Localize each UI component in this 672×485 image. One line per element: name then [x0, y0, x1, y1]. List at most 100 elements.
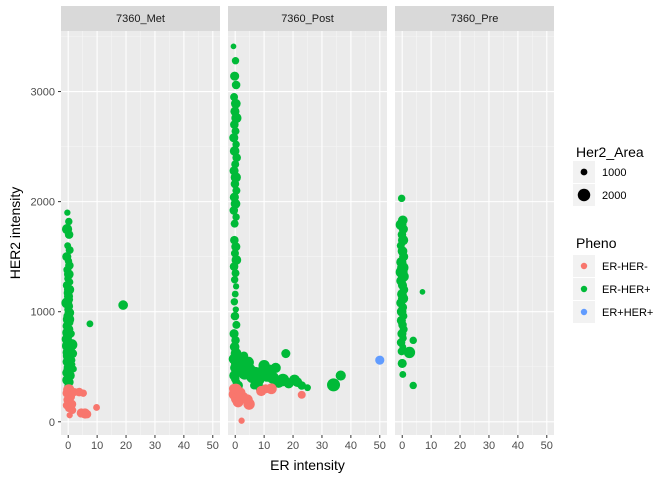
data-point [230, 71, 240, 81]
data-point [265, 383, 277, 395]
data-point [230, 172, 241, 183]
data-point [397, 358, 407, 368]
data-point [297, 390, 306, 399]
data-point [409, 336, 417, 345]
data-point [82, 409, 92, 419]
x-tick-label: 0 [232, 440, 238, 452]
data-point [399, 371, 407, 378]
data-point [230, 298, 239, 306]
data-point [230, 43, 237, 50]
data-point [231, 160, 240, 169]
x-axis-title: ER intensity [270, 457, 345, 473]
data-point [93, 404, 100, 411]
size-legend-symbol [580, 168, 588, 176]
data-point [243, 398, 255, 410]
data-point [229, 133, 239, 143]
facet-strip-label: 7360_Pre [451, 13, 499, 25]
data-point [232, 153, 241, 162]
data-point [230, 120, 239, 129]
facet-strip-label: 7360_Met [116, 13, 165, 25]
x-tick-label: 20 [120, 440, 132, 452]
data-point [68, 348, 78, 359]
data-point [297, 381, 306, 390]
data-point [65, 246, 74, 255]
y-tick-label: 0 [49, 417, 55, 429]
y-tick-label: 2000 [31, 197, 55, 209]
data-point [230, 276, 239, 284]
x-tick-label: 40 [178, 440, 190, 452]
data-point [229, 206, 239, 215]
data-point [65, 217, 73, 226]
x-tick-label: 0 [65, 440, 71, 452]
x-tick-label: 40 [512, 440, 524, 452]
size-legend-label: 2000 [602, 190, 626, 202]
facet-strip [228, 6, 387, 31]
data-point [231, 127, 240, 136]
color-legend-label: ER-HER- [602, 261, 648, 273]
facet-strip-label: 7360_Post [281, 13, 334, 25]
data-point [335, 370, 346, 381]
x-tick-label: 20 [287, 440, 299, 452]
y-tick-label: 1000 [31, 307, 55, 319]
color-legend-title: Pheno [576, 235, 617, 251]
x-tick-label: 0 [399, 440, 405, 452]
data-point [270, 362, 281, 373]
x-tick-label: 50 [374, 440, 386, 452]
data-point [231, 57, 240, 65]
y-tick-label: 3000 [31, 87, 55, 99]
x-tick-label: 30 [316, 440, 328, 452]
data-point [231, 242, 241, 252]
data-point [231, 80, 241, 90]
data-point [397, 347, 406, 356]
data-point [66, 412, 73, 419]
data-point [79, 389, 87, 397]
x-tick-label: 50 [541, 440, 553, 452]
data-point [232, 306, 239, 313]
x-tick-label: 30 [483, 440, 495, 452]
x-tick-label: 40 [345, 440, 357, 452]
data-point [230, 179, 240, 189]
data-point [228, 383, 239, 394]
color-legend-label: ER+HER+ [602, 307, 653, 319]
data-point [409, 381, 417, 390]
color-legend-symbol [580, 308, 588, 316]
x-tick-label: 10 [425, 440, 437, 452]
data-point [231, 269, 240, 278]
data-point [64, 209, 71, 216]
data-point [281, 348, 291, 359]
data-point [326, 378, 341, 392]
data-point [403, 346, 416, 359]
data-point [239, 392, 249, 401]
data-point [69, 361, 76, 368]
data-point [232, 213, 240, 221]
size-legend-title: Her2_Area [576, 144, 644, 160]
y-axis-title: HER2 intensity [7, 187, 23, 280]
data-point [230, 219, 239, 228]
x-tick-label: 50 [207, 440, 219, 452]
x-tick-label: 10 [91, 440, 103, 452]
data-point [419, 289, 426, 295]
data-point [304, 384, 311, 392]
color-legend-label: ER-HER+ [602, 284, 651, 296]
data-point [230, 98, 241, 109]
size-legend-label: 1000 [602, 167, 626, 179]
x-tick-label: 10 [258, 440, 270, 452]
data-point [86, 320, 94, 328]
data-point [239, 351, 249, 361]
data-point [68, 406, 77, 414]
data-point [232, 283, 240, 290]
data-point [375, 355, 385, 365]
data-point [229, 262, 239, 271]
data-point [66, 339, 78, 351]
data-point [67, 330, 75, 338]
data-point [232, 186, 241, 195]
data-point [229, 329, 239, 339]
data-point [232, 320, 241, 329]
data-point [397, 194, 406, 203]
facet-strip [395, 6, 554, 31]
x-tick-label: 20 [454, 440, 466, 452]
color-legend-symbol [580, 285, 588, 293]
size-legend-symbol [577, 188, 591, 202]
